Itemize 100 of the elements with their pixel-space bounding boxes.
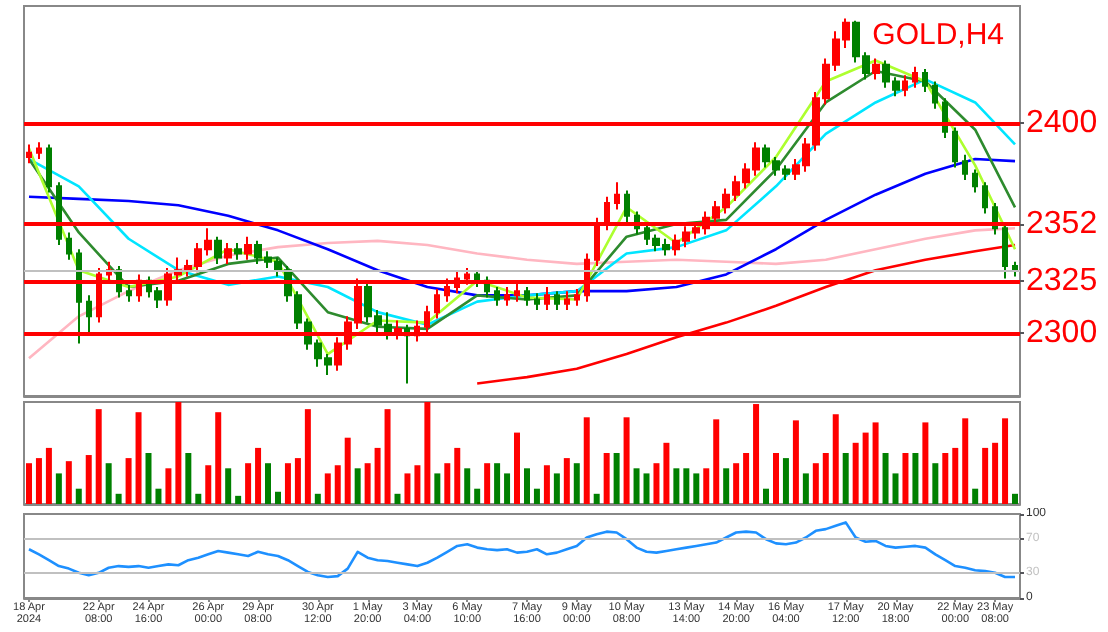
y-tick-label: 2400 — [1026, 106, 1098, 141]
bar — [872, 422, 879, 504]
candlestick — [524, 285, 530, 307]
bar — [643, 473, 650, 504]
bar — [35, 458, 42, 504]
line-series — [27, 521, 1017, 579]
bar — [543, 465, 550, 504]
candlestick — [1002, 223, 1008, 280]
bar — [25, 463, 32, 504]
bar — [593, 493, 600, 504]
bar — [394, 493, 401, 504]
candlestick — [872, 57, 880, 81]
bar — [434, 473, 441, 504]
bar — [444, 463, 451, 504]
bar — [932, 463, 939, 504]
bar — [633, 468, 640, 504]
bar — [822, 453, 829, 504]
bar — [603, 453, 610, 504]
bar — [683, 468, 690, 504]
bar — [802, 473, 809, 504]
candlestick — [902, 74, 908, 98]
bar — [573, 463, 580, 504]
bar — [772, 453, 779, 504]
bar — [175, 402, 182, 504]
candlestick — [36, 141, 42, 161]
bar — [274, 491, 281, 504]
line-series — [27, 157, 1017, 297]
bar — [125, 458, 132, 504]
bar — [723, 468, 730, 504]
bar — [663, 442, 670, 504]
line-series — [27, 226, 1017, 360]
bar — [653, 463, 660, 504]
bar — [414, 465, 421, 504]
candlestick — [922, 67, 928, 93]
bar — [962, 418, 969, 504]
bar — [613, 453, 620, 504]
bar — [842, 453, 849, 504]
bar — [792, 420, 799, 504]
candlestick — [76, 248, 82, 345]
candlestick — [66, 231, 72, 261]
candlestick — [962, 153, 968, 182]
candlestick — [564, 290, 570, 312]
bar — [55, 473, 62, 504]
bar — [75, 488, 82, 504]
bar — [982, 447, 989, 504]
bar — [464, 468, 471, 504]
candlestick — [982, 181, 988, 215]
y-tick-label: 2300 — [1026, 316, 1098, 351]
candlestick — [234, 241, 242, 261]
bar — [454, 447, 461, 504]
bar — [344, 437, 351, 504]
candlestick — [574, 288, 580, 307]
bar — [523, 468, 530, 504]
bar — [763, 488, 770, 504]
bar — [912, 453, 919, 504]
bar — [235, 495, 242, 504]
bar — [1002, 418, 1009, 504]
bar — [673, 468, 680, 504]
candlestick — [126, 283, 132, 303]
bar — [693, 473, 700, 504]
candlestick — [912, 65, 918, 89]
candlestick — [972, 168, 978, 194]
bar — [364, 463, 371, 504]
bar — [105, 463, 112, 504]
bar — [324, 473, 331, 504]
bar — [892, 473, 899, 504]
bar — [942, 453, 949, 504]
candlestick — [434, 288, 440, 320]
bar — [384, 409, 391, 504]
bar — [65, 461, 72, 504]
bar — [1012, 493, 1019, 504]
y-tick-label: 2325 — [1026, 263, 1098, 298]
bar — [563, 458, 570, 504]
bar — [713, 419, 720, 504]
candlestick — [932, 80, 938, 110]
bar — [862, 432, 869, 504]
bar — [812, 463, 819, 504]
bar — [494, 463, 501, 504]
bar — [245, 463, 252, 504]
bar — [952, 447, 959, 504]
bar — [583, 417, 590, 504]
candlestick — [952, 126, 958, 169]
bar — [185, 453, 192, 504]
bar — [424, 402, 431, 504]
bar — [314, 493, 321, 504]
candlestick — [46, 143, 52, 194]
bar — [215, 412, 222, 504]
bar — [474, 488, 481, 504]
bar — [165, 468, 172, 504]
bar — [265, 463, 272, 504]
bar — [354, 468, 361, 504]
candlestick — [244, 235, 252, 261]
bar — [195, 493, 202, 504]
bar — [334, 465, 341, 504]
bar — [85, 455, 92, 504]
bar — [882, 453, 889, 504]
bar — [553, 473, 560, 504]
bar — [992, 442, 999, 504]
bar — [504, 473, 511, 504]
candlestick — [56, 181, 62, 247]
